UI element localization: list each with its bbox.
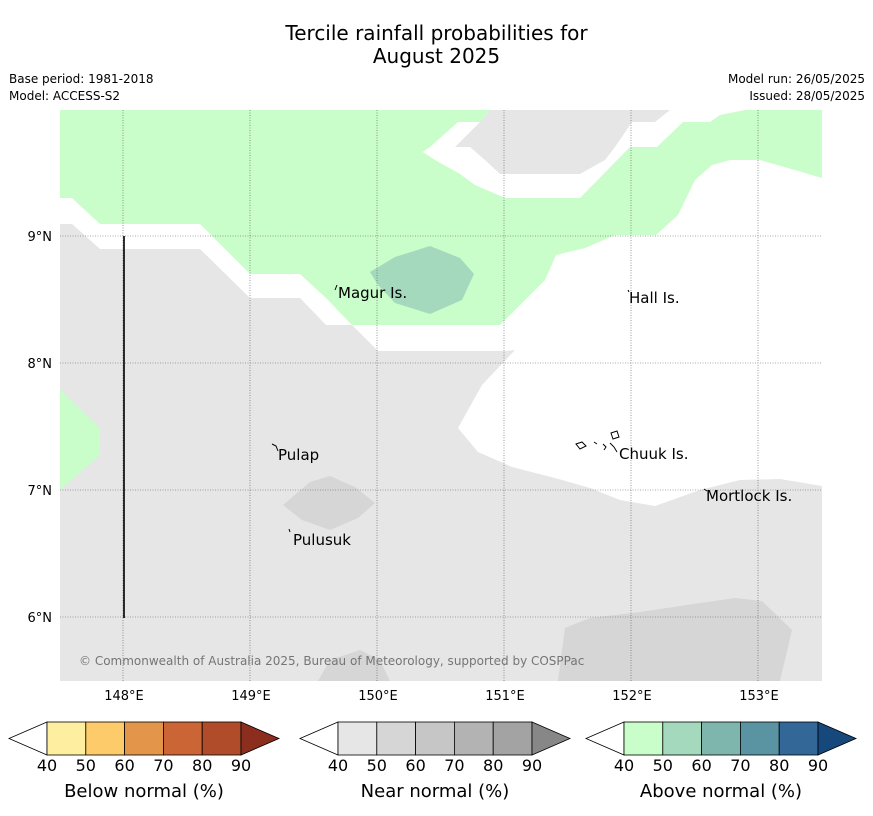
near-normal-legend-high-extend xyxy=(531,721,572,756)
above-normal-legend-swatch xyxy=(662,721,702,756)
above-normal-legend-tick: 70 xyxy=(730,756,750,775)
gridlines xyxy=(60,110,822,681)
near-normal-patch-2 xyxy=(558,598,792,681)
near-normal-legend-swatch xyxy=(415,721,455,756)
above-normal-legend-high-extend xyxy=(817,721,858,756)
title-line-1: Tercile rainfall probabilities for xyxy=(285,21,588,45)
near-normal-legend-swatch xyxy=(376,721,416,756)
above-normal-legend: 40 50 60 70 80 90 Above normal (%) xyxy=(584,721,858,802)
above-normal-legend-tick: 80 xyxy=(769,756,789,775)
near-normal-legend-swatch xyxy=(453,721,494,756)
lon-tick-151e: 151°E xyxy=(485,689,525,704)
lat-tick-7n: 7°N xyxy=(28,484,53,499)
place-label-pulusuk: Pulusuk xyxy=(293,531,351,549)
below-normal-legend-swatch xyxy=(85,721,126,756)
near-normal-patch-1 xyxy=(283,476,375,530)
lat-tick-9n: 9°N xyxy=(28,230,53,245)
above-normal-legend-tick: 90 xyxy=(808,756,828,775)
near-normal-legend-tick: 90 xyxy=(522,756,542,775)
below-normal-legend-tick: 90 xyxy=(231,756,251,775)
near-normal-legend: 40 50 60 70 80 90 Near normal (%) xyxy=(298,721,572,802)
below-normal-legend-tick: 50 xyxy=(76,756,96,775)
title-line-2: August 2025 xyxy=(372,44,501,68)
near-normal-legend-tick: 40 xyxy=(328,756,348,775)
above-normal-patch xyxy=(370,246,474,314)
below-normal-legend-swatch xyxy=(124,721,164,756)
above-normal-legend-swatch xyxy=(623,721,664,756)
place-label-chuuk: Chuuk Is. xyxy=(619,445,688,463)
lon-tick-152e: 152°E xyxy=(612,689,652,704)
above-normal-legend-swatch xyxy=(740,721,780,756)
island-shapes xyxy=(271,284,708,533)
place-label-pulap: Pulap xyxy=(278,446,319,464)
below-normal-legend-label: Below normal (%) xyxy=(64,781,224,802)
above-normal-legend-tick: 40 xyxy=(614,756,634,775)
near-normal-legend-tick: 80 xyxy=(483,756,503,775)
base-period: Base period: 1981-2018 xyxy=(9,72,154,86)
colorbar-legends: 40 50 60 70 80 90 Below normal (%) 40 50 60 70 80 90… xyxy=(7,721,858,802)
lon-tick-150e: 150°E xyxy=(358,689,398,704)
near-normal-legend-tick: 60 xyxy=(405,756,425,775)
meta-left: Base period: 1981-2018 Model: ACCESS-S2 xyxy=(9,71,154,105)
near-normal-legend-swatch xyxy=(337,721,378,756)
below-normal-legend-swatch xyxy=(201,721,242,756)
near-normal-region-west xyxy=(60,224,822,681)
above-normal-legend-low-extend xyxy=(584,721,625,756)
near-normal-region-north xyxy=(455,110,670,174)
chart-title: Tercile rainfall probabilities for Augus… xyxy=(0,22,873,68)
above-normal-legend-tick: 50 xyxy=(653,756,673,775)
below-normal-legend-tick: 70 xyxy=(153,756,173,775)
below-normal-legend-swatch xyxy=(162,721,203,756)
lon-tick-labels: 148°E 149°E 150°E 151°E 152°E 153°E xyxy=(104,689,779,704)
above-normal-legend-swatch xyxy=(778,721,819,756)
lon-tick-153e: 153°E xyxy=(739,689,779,704)
copyright-notice: © Commonwealth of Australia 2025, Bureau… xyxy=(79,654,584,668)
above-normal-legend-swatch xyxy=(701,721,741,756)
issued-date: Issued: 28/05/2025 xyxy=(749,89,865,103)
lat-tick-8n: 8°N xyxy=(28,357,53,372)
lon-tick-148e: 148°E xyxy=(104,689,144,704)
lat-tick-labels: 9°N 8°N 7°N 6°N xyxy=(28,230,53,626)
place-label-hall: Hall Is. xyxy=(629,289,680,307)
meta-right: Model run: 26/05/2025 Issued: 28/05/2025 xyxy=(728,71,865,105)
above-normal-legend-tick: 60 xyxy=(691,756,711,775)
near-normal-legend-tick: 50 xyxy=(367,756,387,775)
map-area: Magur Is. Hall Is. Pulap Chuuk Is. Mortl… xyxy=(60,110,822,681)
below-normal-legend: 40 50 60 70 80 90 Below normal (%) xyxy=(7,721,281,802)
place-label-mortlock: Mortlock Is. xyxy=(706,487,792,505)
near-normal-patch-3 xyxy=(318,650,390,681)
above-normal-region-west xyxy=(60,389,100,490)
below-normal-legend-tick: 60 xyxy=(114,756,134,775)
model-name: Model: ACCESS-S2 xyxy=(9,89,121,103)
lon-tick-149e: 149°E xyxy=(231,689,271,704)
model-run: Model run: 26/05/2025 xyxy=(727,72,865,86)
near-normal-legend-swatch xyxy=(492,721,533,756)
below-normal-legend-low-extend xyxy=(7,721,48,756)
near-normal-legend-low-extend xyxy=(298,721,339,756)
lat-tick-6n: 6°N xyxy=(28,611,53,626)
place-label-magur: Magur Is. xyxy=(338,284,407,302)
near-normal-legend-label: Near normal (%) xyxy=(361,781,510,802)
below-normal-legend-tick: 80 xyxy=(192,756,212,775)
near-normal-legend-tick: 70 xyxy=(444,756,464,775)
above-normal-legend-label: Above normal (%) xyxy=(640,781,802,802)
below-normal-legend-tick: 40 xyxy=(37,756,57,775)
below-normal-legend-swatch xyxy=(46,721,87,756)
below-normal-legend-high-extend xyxy=(240,721,281,756)
above-normal-region-north xyxy=(60,110,822,325)
